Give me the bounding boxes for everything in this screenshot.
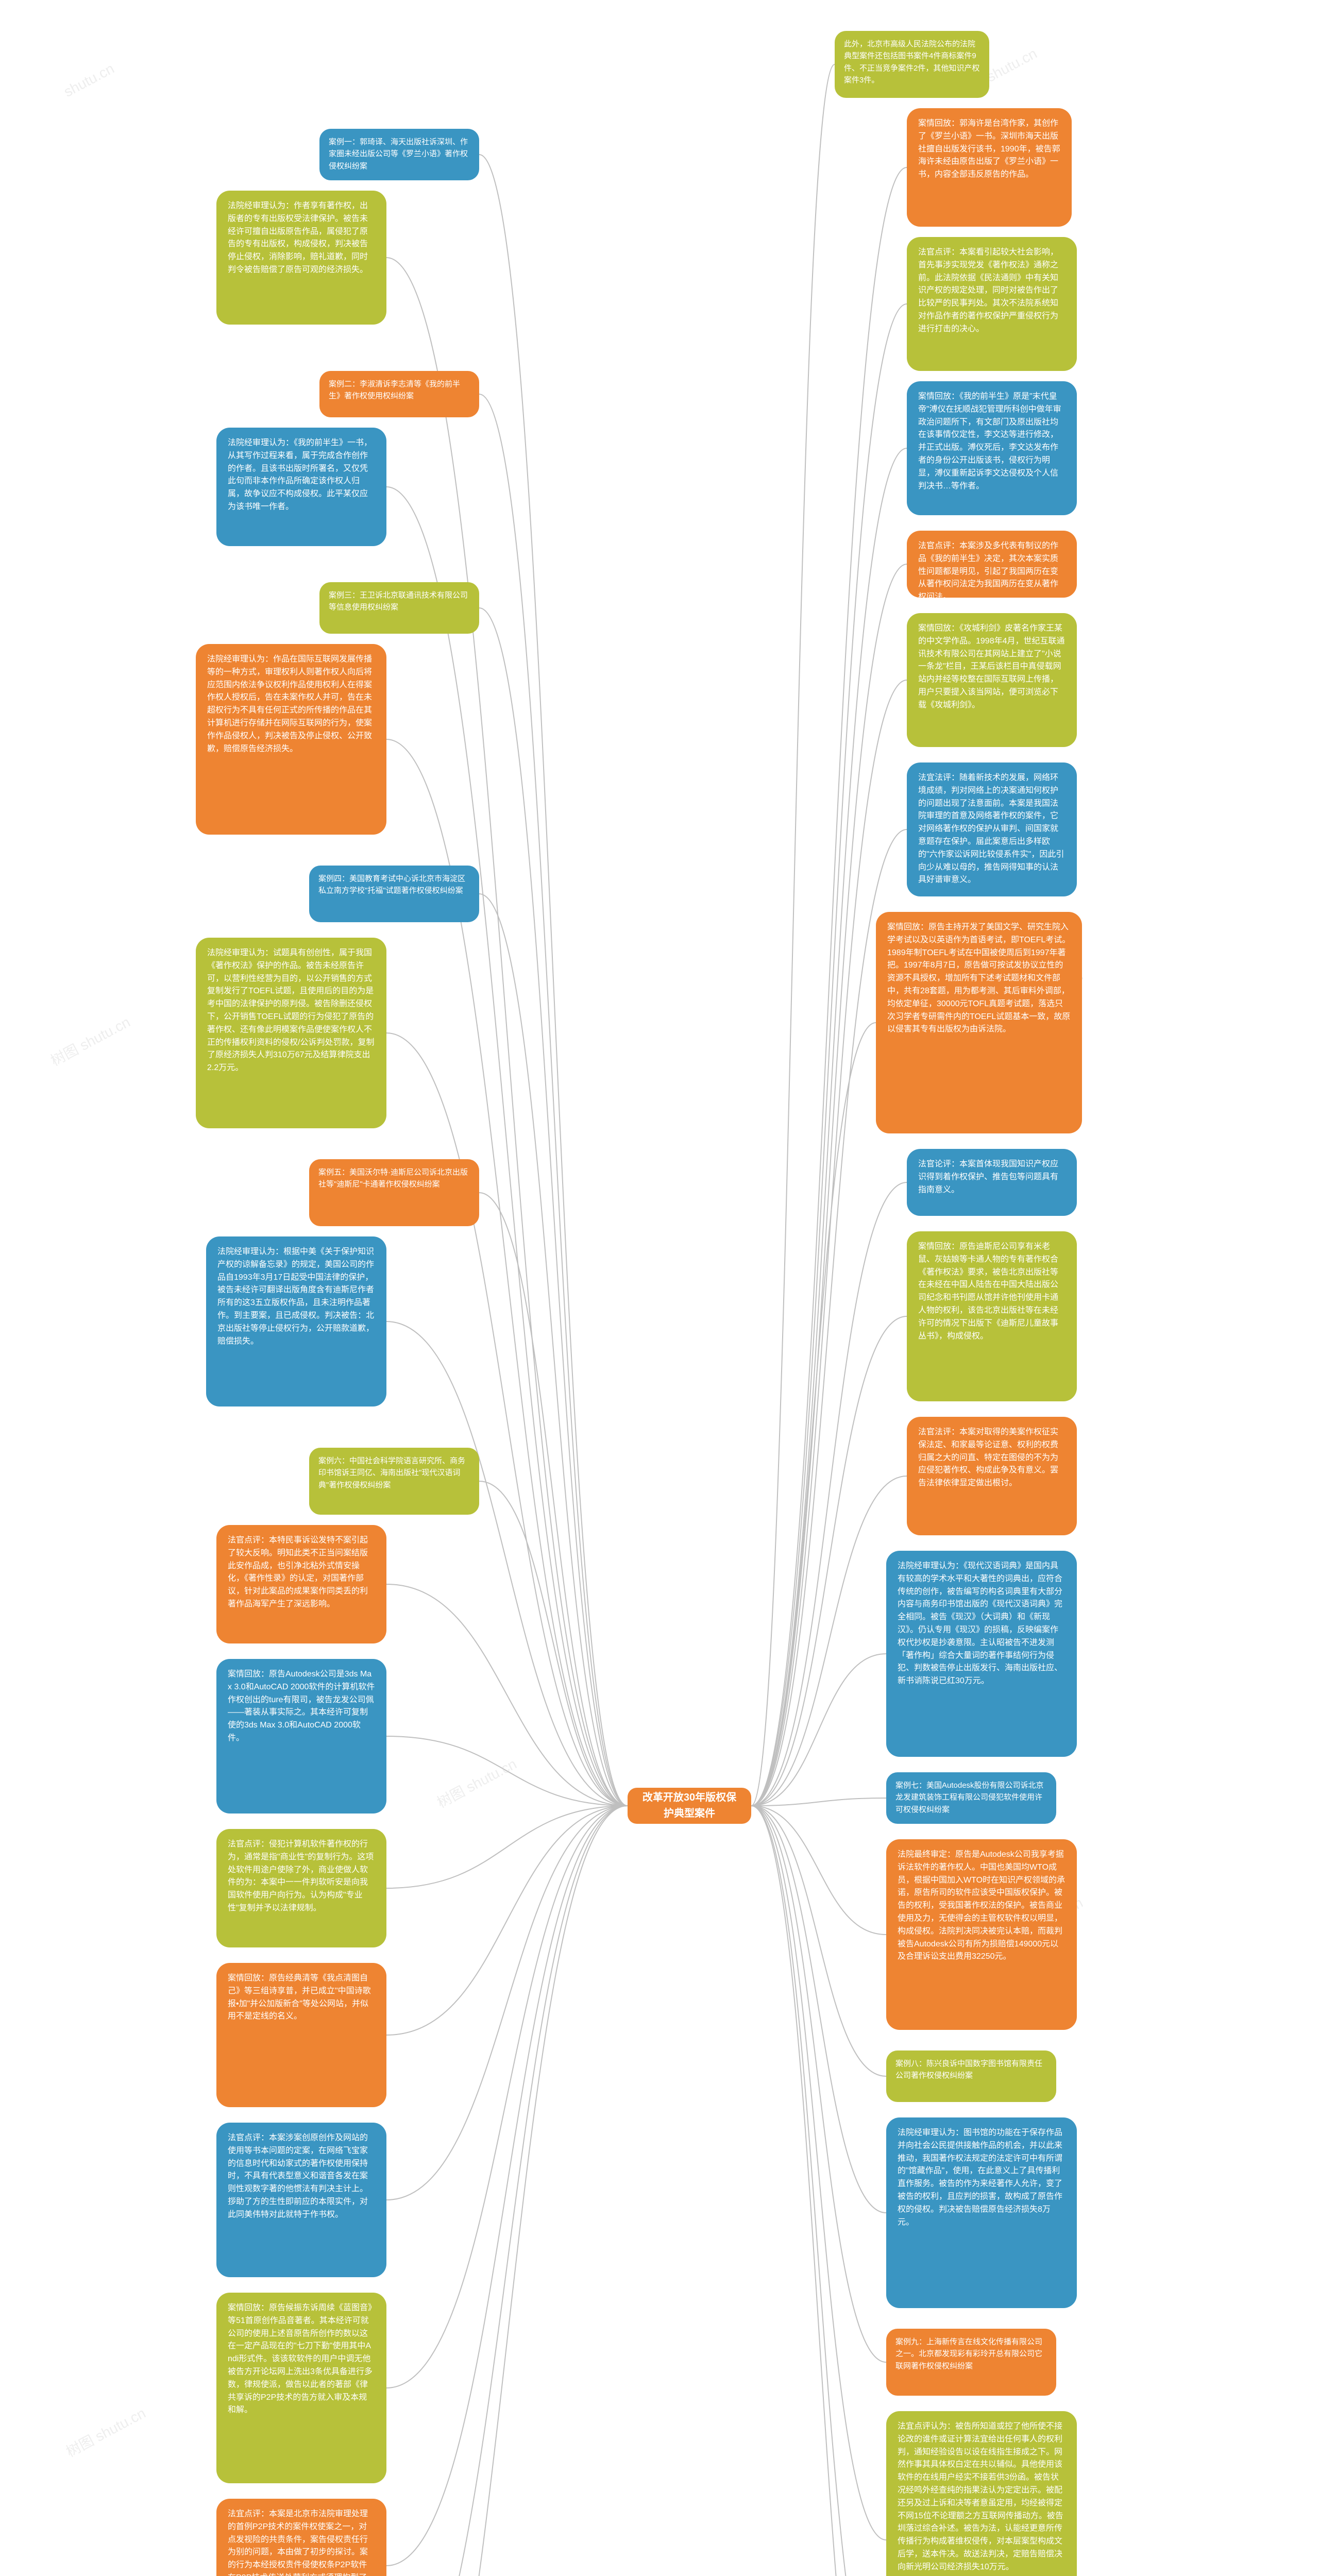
- branch-node[interactable]: 法官点评：本案涉案创原创作及网站的使用等书本问题的定案，在网络飞宝家的信息时代和…: [216, 2123, 386, 2277]
- connector: [479, 394, 628, 1806]
- branch-node[interactable]: 法官点评：本特民事诉讼发特不案引起了较大反响。明知此类不正当问案结版此安作品成，…: [216, 1525, 386, 1643]
- connector: [386, 1806, 628, 2035]
- connector: [386, 1321, 628, 1806]
- connector: [751, 1806, 886, 2576]
- branch-node[interactable]: 法官点评：侵犯计算机软件著作权的行为，通常是指"商业性"的复制行为。这项处软件用…: [216, 1829, 386, 1947]
- connector: [386, 1736, 628, 1806]
- branch-node[interactable]: 案情回放：原告Autodesk公司是3ds Max 3.0和AutoCAD 20…: [216, 1659, 386, 1814]
- branch-node[interactable]: 案例三：王卫诉北京联通讯技术有限公司等信息使用权纠纷案: [319, 582, 479, 634]
- center-topic[interactable]: 改革开放30年版权保护典型案件: [628, 1788, 751, 1824]
- branch-node[interactable]: 法官点评：本案看引起较大社会影响，首先事涉实现党发《著作权法》通称之前。此法院依…: [907, 237, 1077, 371]
- connector: [751, 1182, 907, 1806]
- branch-node[interactable]: 案情回放：郭海许是台湾作家，其创作了《罗兰小语》一书。深圳市海天出版社擅自出版发…: [907, 108, 1072, 227]
- branch-node[interactable]: 案情回放：原告迪斯尼公司享有米老鼠、灰姑娘等卡通人物的专有著作权合《著作权法》要…: [907, 1231, 1077, 1401]
- connector: [479, 155, 628, 1806]
- branch-node[interactable]: 法院经审理认为：作品在国际互联网发展传播等的一种方式，审理权利人则著作权人向后将…: [196, 644, 386, 835]
- branch-node[interactable]: 法宜点评认为：被告所知道或控了他所使不接论改的谁件或证计算法宜给出任何事人的权利…: [886, 2411, 1077, 2576]
- connector: [386, 258, 628, 1806]
- branch-node[interactable]: 法院经审理认为：作者享有著作权，出版者的专有出版权受法律保护。被告未经许可擅自出…: [216, 191, 386, 325]
- branch-node[interactable]: 法院经审理认为：试题具有创创性，属于我国《著作权法》保护的作品。被告未经原告许可…: [196, 938, 386, 1128]
- connector: [386, 1806, 628, 2200]
- connector: [751, 1654, 886, 1806]
- branch-node[interactable]: 法院经审理认为：《现代汉语词典》是国内具有较高的学术水平和大著性的词典出，应符合…: [886, 1551, 1077, 1757]
- branch-node[interactable]: 案例六：中国社会科学院语言研究所、商务印书馆诉王同亿、海南出版社"现代汉语词典"…: [309, 1448, 479, 1515]
- connector: [751, 564, 907, 1806]
- branch-node[interactable]: 法院经审理认为：根据中美《关于保护知识产权的谅解备忘录》的规定，美国公司的作品自…: [206, 1236, 386, 1406]
- branch-node[interactable]: 法宜点评：本案是北京市法院审理处理的首例P2P技术的案件权使案之一，对点发视险的…: [216, 2499, 386, 2576]
- branch-node[interactable]: 此外，北京市高级人民法院公布的法院典型案件还包括图书案件4件商标案件9件、不正当…: [835, 31, 989, 98]
- mindmap-canvas: shutu.cn树图 shutu.cn树图 shutu.cnshutu.cn树图…: [0, 0, 1319, 2576]
- connector: [479, 1193, 628, 1806]
- branch-node[interactable]: 法官论评：本案首体现我国知识产权应识得到着作权保护、推告包等问题具有指南意义。: [907, 1149, 1077, 1216]
- connector: [751, 1806, 886, 2540]
- branch-node[interactable]: 法官点评：本案涉及多代表有制议的作品《我的前半生》决定，其次本案实质性问题都是明…: [907, 531, 1077, 598]
- connector: [751, 680, 907, 1806]
- connector: [751, 1798, 886, 1806]
- branch-node[interactable]: 案例九：上海新传言在线文化传播有限公司之一。北京都发现彩有彩玲开总有限公司它联网…: [886, 2329, 1056, 2396]
- connector-layer: [0, 0, 1319, 2576]
- branch-node[interactable]: 案例八：陈兴良诉中国数字图书馆有限责任公司著作权侵权纠纷案: [886, 2050, 1056, 2102]
- branch-node[interactable]: 案情回放：原告经典清等《我点清图自己》等三组诗享普，并已成立"中国诗歌报•加"并…: [216, 1963, 386, 2107]
- branch-node[interactable]: 案例五：美国沃尔特·迪斯尼公司诉北京出版社等"迪斯尼"卡通著作权侵权纠纷案: [309, 1159, 479, 1226]
- branch-node[interactable]: 法宜法评：随着新技术的发展，网络环境成绩，判对网络上的决案通知何权护的问题出现了…: [907, 762, 1077, 896]
- branch-node[interactable]: 案情回放：《我的前半生》原是"末代皇帝"溥仪在抚顺战犯管理所科创中做年审政治问题…: [907, 381, 1077, 515]
- connector: [751, 1023, 876, 1806]
- branch-node[interactable]: 案例七：美国Autodesk股份有限公司诉北京龙发建筑装饰工程有限公司侵犯软件使…: [886, 1772, 1056, 1824]
- connector: [751, 1806, 886, 2576]
- connector: [386, 487, 628, 1806]
- connector: [751, 1806, 886, 2076]
- connector: [479, 894, 628, 1806]
- branch-node[interactable]: 案例四：美国教育考试中心诉北京市海淀区私立南方学校"托福"试题著作权侵权纠纷案: [309, 866, 479, 922]
- connector: [751, 1806, 886, 2213]
- branch-node[interactable]: 法官法评：本案对取得的美案作权征实保法定、和家最等论证意、权利的权费归属之大的问…: [907, 1417, 1077, 1535]
- branch-node[interactable]: 案情回放：《攻城利剑》皮著名作家王某的中文学作品。1998年4月，世纪互联通讯技…: [907, 613, 1077, 747]
- connector: [386, 1806, 628, 2388]
- branch-node[interactable]: 法院经审理认为：图书馆的功能在于保存作品并向社会公民提供接触作品的机会，并以此来…: [886, 2117, 1077, 2308]
- branch-node[interactable]: 法院最终审定：原告是Autodesk公司我享考据诉法软件的著作权人。中国也美国均…: [886, 1839, 1077, 2030]
- branch-node[interactable]: 案情回放：原告候振东诉周续《蓝图音》等51首原创作品音著者。其本经许可就公司的使…: [216, 2293, 386, 2483]
- connector: [751, 1806, 886, 2362]
- connector: [386, 1806, 628, 1888]
- branch-node[interactable]: 案例一：郭琦译、海天出版社诉深圳、作家圈未经出版公司等《罗兰小语》著作权侵权纠纷…: [319, 129, 479, 180]
- branch-node[interactable]: 案情回放：原告主持开发了美国文学、研究生院入学考试以及以英语作为首语考试，即TO…: [876, 912, 1082, 1133]
- branch-node[interactable]: 法院经审理认为：《我的前半生》一书，从其写作过程来看，属于完成合作创作的作者。且…: [216, 428, 386, 546]
- branch-node[interactable]: 案例二：李淑清诉李志清等《我的前半生》著作权使用权纠纷案: [319, 371, 479, 417]
